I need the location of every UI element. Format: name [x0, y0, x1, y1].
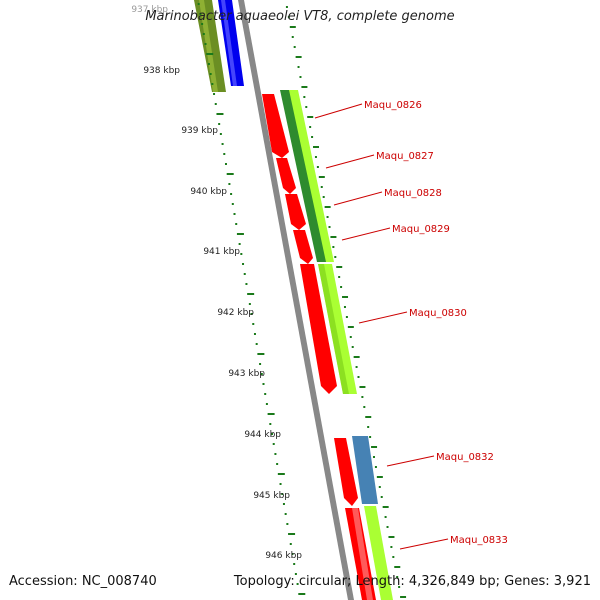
gene-label[interactable]: Maqu_0828 — [384, 188, 442, 199]
gene-arrow-maqu-0830[interactable] — [300, 264, 337, 394]
feature-steelblue-0832 — [352, 436, 378, 504]
gene-label[interactable]: Maqu_0833 — [450, 535, 508, 546]
feature-lightgreen-0826-0829 — [288, 90, 334, 262]
genome-backbone — [238, 0, 354, 600]
gene-leader-line — [333, 191, 383, 206]
feature-blue-highlight — [221, 0, 237, 86]
gene-label[interactable]: Maqu_0826 — [364, 100, 422, 111]
gene-arrow-maqu-0828[interactable] — [285, 194, 306, 230]
gene-leader-line — [386, 455, 435, 467]
gene-arrow-maqu-0827[interactable] — [276, 158, 296, 194]
ruler-ticks — [197, 3, 407, 598]
gene-label[interactable]: Maqu_0827 — [376, 151, 434, 162]
gene-leader-line — [358, 311, 408, 324]
feature-lightgreen-0830-shade — [318, 264, 349, 394]
feature-olive-highlight — [199, 0, 218, 92]
ruler-label: 937 kbp — [131, 5, 168, 15]
gene-arrow-0833-highlight — [352, 508, 373, 600]
ruler-label: 939 kbp — [181, 126, 218, 136]
gene-arrow-maqu-0832[interactable] — [334, 438, 358, 506]
ruler-label: 946 kbp — [265, 551, 302, 561]
gene-label[interactable]: Maqu_0830 — [409, 308, 467, 319]
ruler-label: 938 kbp — [143, 66, 180, 76]
gene-label[interactable]: Maqu_0832 — [436, 452, 494, 463]
gene-labels: Maqu_0826 Maqu_0827 Maqu_0828 Maqu_0829 Maqu… — [314, 100, 508, 550]
genome-summary-text: Topology: circular; Length: 4,326,849 bp… — [233, 574, 591, 589]
ruler-label: 942 kbp — [217, 308, 254, 318]
ruler-label: 944 kbp — [244, 430, 281, 440]
ruler-labels: 937 kbp 938 kbp 939 kbp 940 kbp 941 kbp 942 k… — [131, 5, 302, 561]
ruler-label: 940 kbp — [190, 187, 227, 197]
gene-arrow-maqu-0829[interactable] — [293, 230, 313, 264]
map-title: Marinobacter aquaeolei VT8, complete gen… — [145, 9, 455, 24]
gene-leader-line — [325, 154, 375, 169]
feature-lightgreen-0833 — [364, 506, 393, 600]
gene-label[interactable]: Maqu_0829 — [392, 224, 450, 235]
gene-arrow-maqu-0826[interactable] — [262, 94, 289, 158]
ruler-label: 941 kbp — [203, 247, 240, 257]
gene-leader-line — [341, 227, 391, 241]
gene-leader-line — [314, 103, 363, 119]
gene-leader-line — [399, 538, 449, 550]
feature-darkgreen-overlay — [280, 90, 326, 262]
ruler-label: 943 kbp — [228, 369, 265, 379]
ruler-label: 945 kbp — [253, 491, 290, 501]
accession-text: Accession: NC_008740 — [9, 574, 157, 589]
